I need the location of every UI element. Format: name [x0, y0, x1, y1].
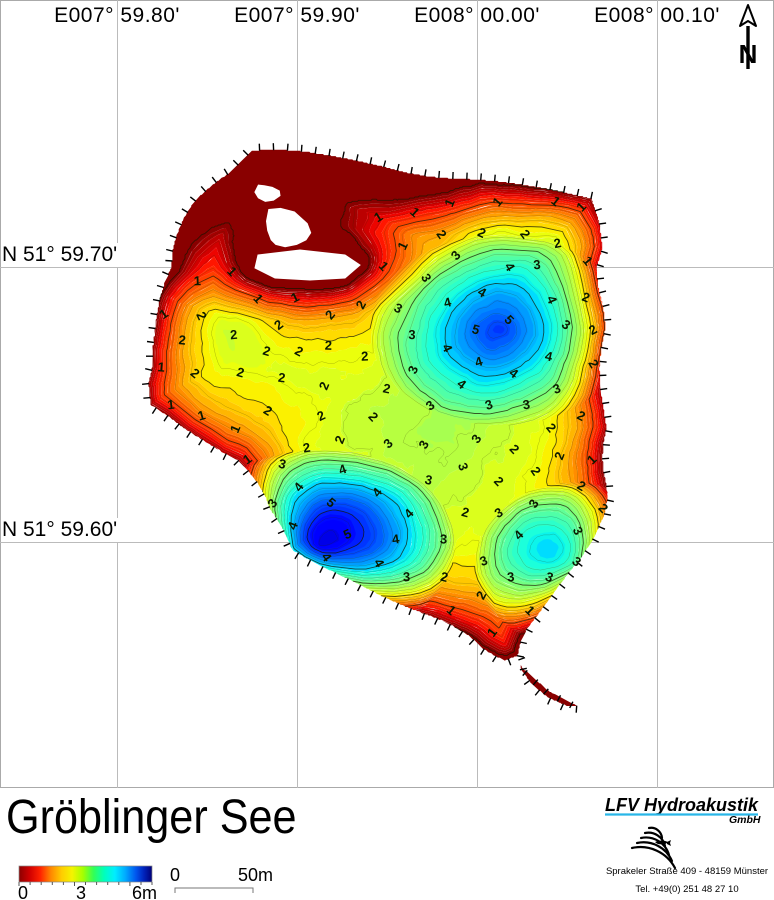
- svg-text:3: 3: [533, 257, 542, 273]
- svg-text:1: 1: [193, 273, 201, 288]
- svg-text:6m: 6m: [132, 883, 157, 900]
- svg-text:50m: 50m: [238, 865, 273, 885]
- svg-text:3: 3: [76, 883, 86, 900]
- svg-text:2: 2: [178, 332, 187, 348]
- svg-text:1: 1: [167, 397, 176, 413]
- svg-text:LFV Hydroakustik: LFV Hydroakustik: [605, 795, 759, 815]
- svg-text:3: 3: [403, 569, 411, 584]
- svg-text:2: 2: [229, 327, 238, 343]
- svg-text:3: 3: [440, 531, 448, 546]
- svg-text:2: 2: [324, 338, 332, 353]
- svg-text:0: 0: [170, 865, 180, 885]
- svg-text:1: 1: [157, 359, 166, 375]
- svg-text:2: 2: [361, 348, 369, 363]
- svg-text:0: 0: [18, 883, 28, 900]
- svg-text:GmbH: GmbH: [729, 814, 761, 826]
- svg-text:3: 3: [506, 569, 515, 585]
- svg-text:3: 3: [408, 327, 415, 342]
